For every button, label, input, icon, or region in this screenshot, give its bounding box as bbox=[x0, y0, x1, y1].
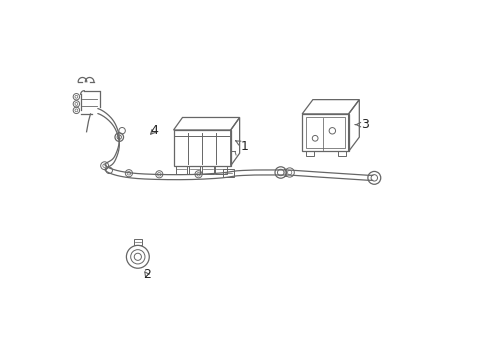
Bar bbox=[202, 166, 214, 174]
Text: 2: 2 bbox=[143, 268, 151, 281]
Bar bbox=[176, 166, 187, 174]
Bar bbox=[189, 166, 200, 174]
Bar bbox=[215, 166, 227, 174]
Text: 3: 3 bbox=[355, 118, 368, 131]
Bar bbox=[338, 152, 346, 157]
Bar bbox=[223, 169, 234, 177]
Text: 4: 4 bbox=[150, 124, 158, 137]
Bar bbox=[306, 152, 314, 157]
Text: 1: 1 bbox=[236, 140, 249, 153]
Bar bbox=[134, 239, 142, 246]
